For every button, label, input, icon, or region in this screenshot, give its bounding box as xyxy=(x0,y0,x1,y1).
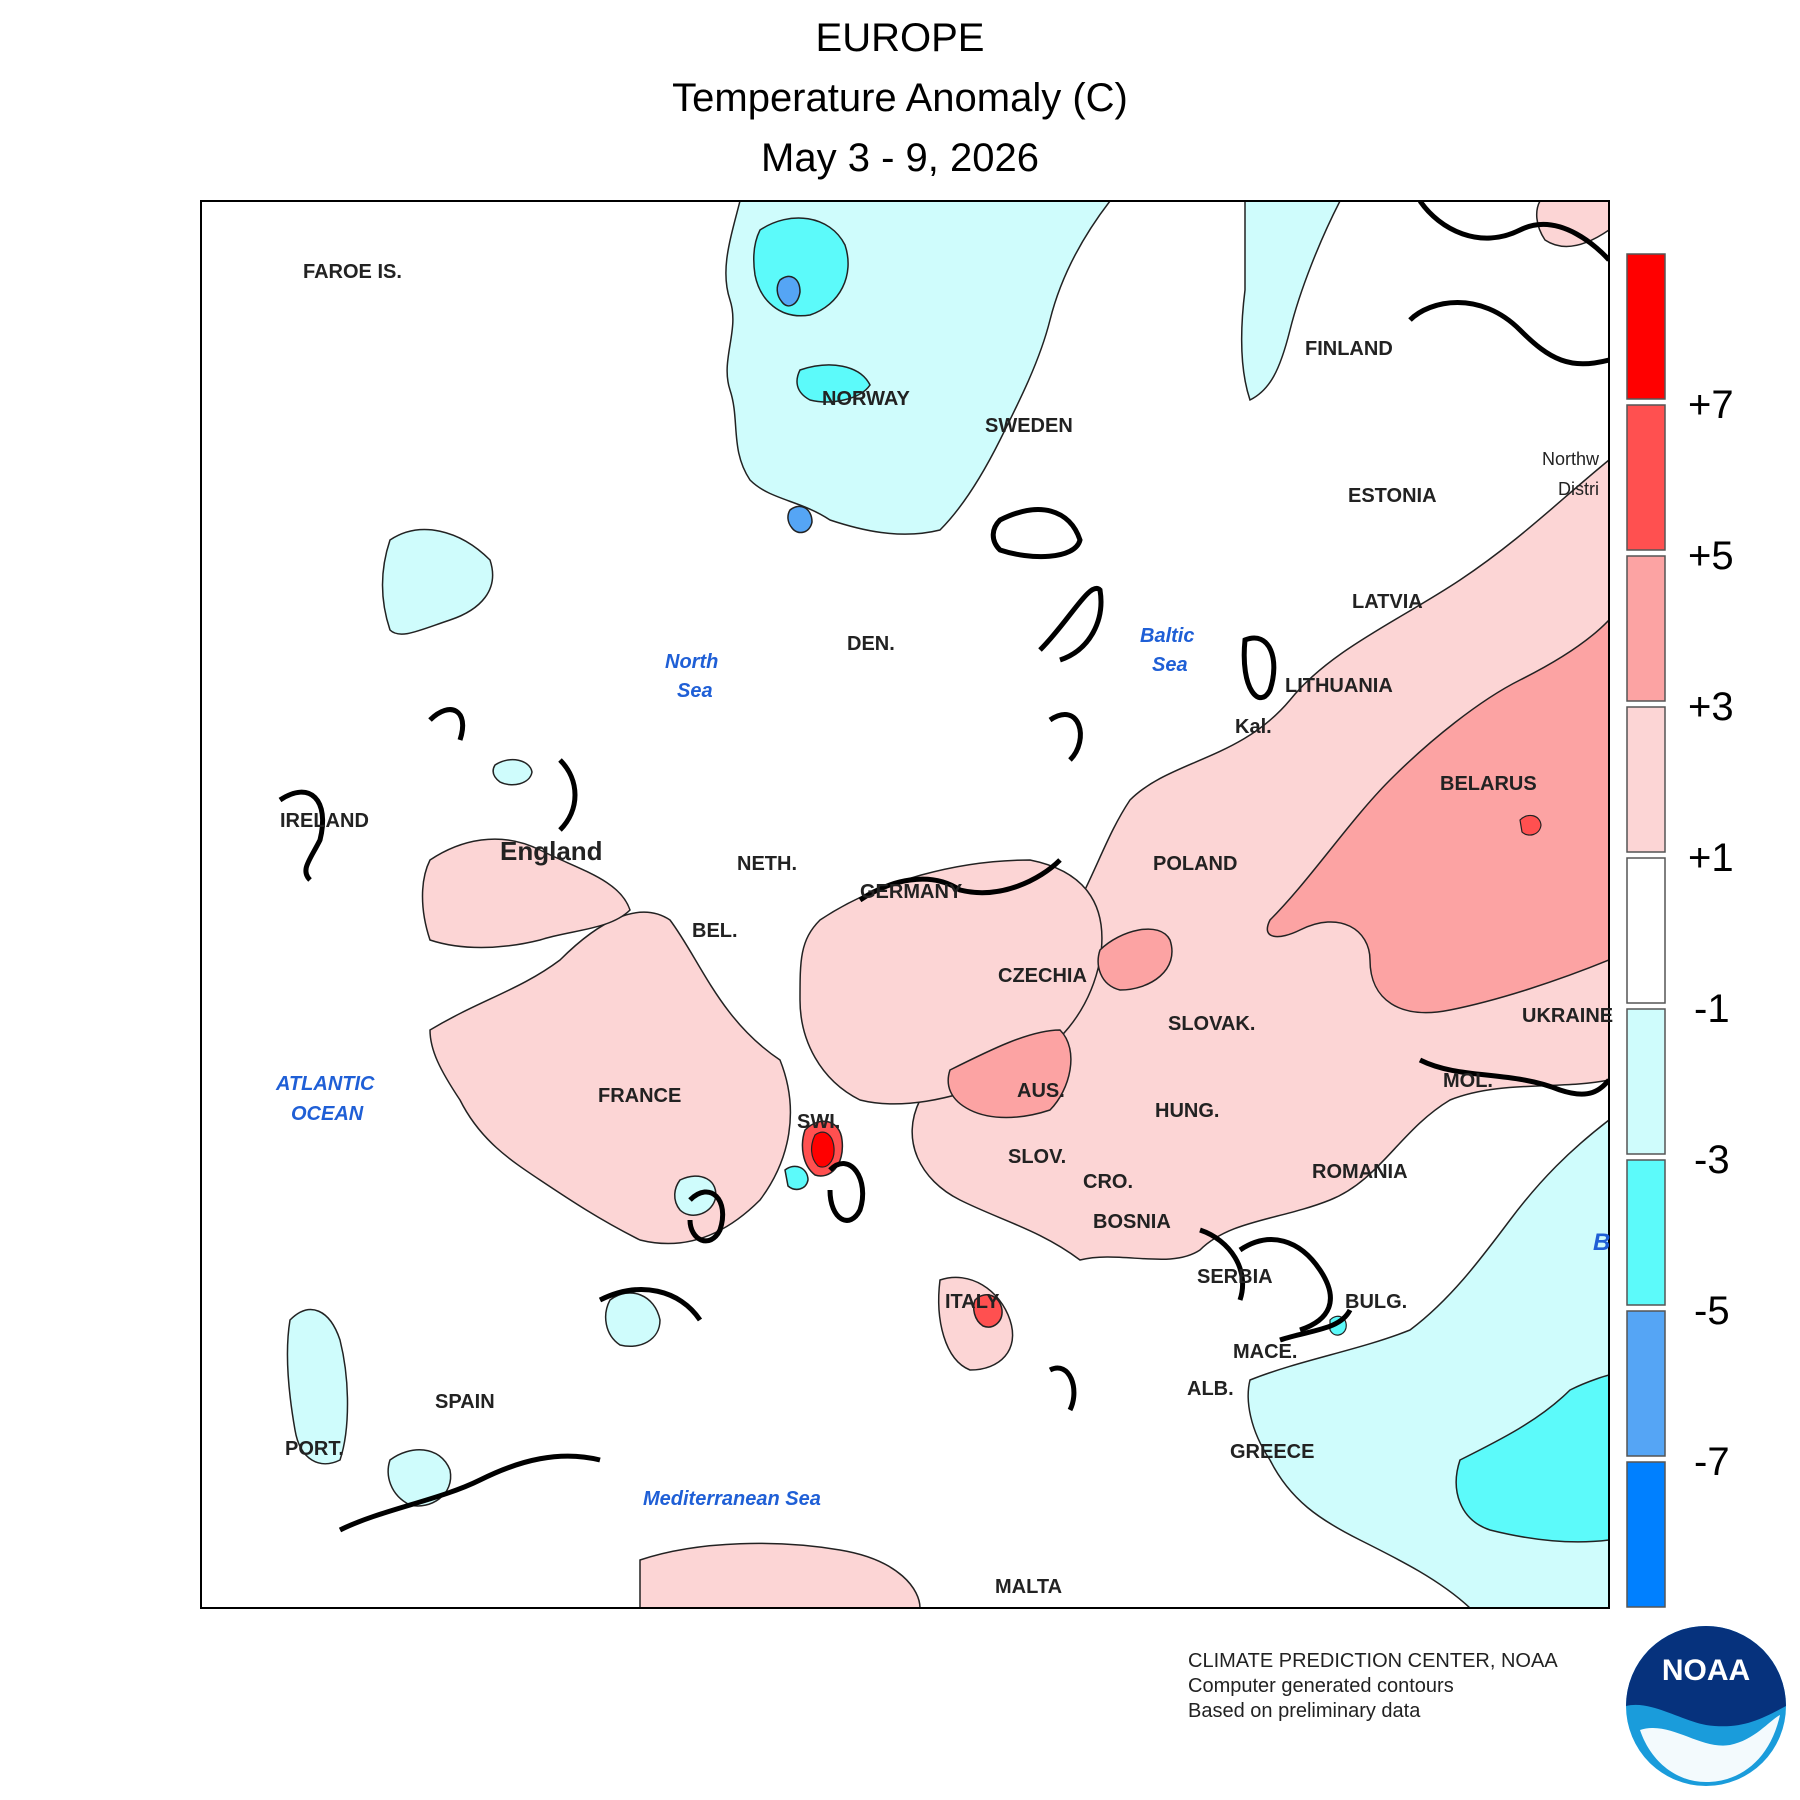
label-belarus: BELARUS xyxy=(1440,773,1537,795)
legend-color-bar xyxy=(1626,253,1666,1608)
label-poland: POLAND xyxy=(1153,853,1237,875)
label-northwest-district: Northw xyxy=(1542,449,1600,469)
legend-swatch-3-5 xyxy=(1626,555,1666,702)
label-bulgaria: BULG. xyxy=(1345,1291,1407,1313)
map-region-title: EUROPE xyxy=(815,16,985,60)
label-spain: SPAIN xyxy=(435,1391,495,1413)
legend-swatch-m5-m7 xyxy=(1626,1310,1666,1457)
label-north-sea-1: North xyxy=(665,651,718,673)
label-lithuania: LITHUANIA xyxy=(1285,675,1393,697)
credit-data-note: Based on preliminary data xyxy=(1188,1700,1421,1722)
label-france: FRANCE xyxy=(598,1085,681,1107)
hot-anomaly-italy xyxy=(972,1294,1003,1328)
label-baltic-sea-1: Baltic xyxy=(1140,625,1194,647)
label-hungary: HUNG. xyxy=(1155,1100,1219,1122)
warm-anomaly-alps xyxy=(947,1029,1072,1119)
warm-anomaly-northeast xyxy=(1535,201,1609,248)
label-latvia: LATVIA xyxy=(1352,591,1423,613)
cold-anomaly-england xyxy=(492,758,533,786)
legend-tick-minus3: -3 xyxy=(1694,1138,1730,1182)
map-frame xyxy=(200,200,1610,1609)
label-croatia: CRO. xyxy=(1083,1171,1133,1193)
legend-swatch-m1-m3 xyxy=(1626,1008,1666,1155)
legend-tick-plus3: +3 xyxy=(1688,685,1734,729)
warm-anomaly-britain xyxy=(421,838,631,949)
label-mediterranean-sea: Mediterranean Sea xyxy=(643,1488,821,1510)
credit-method: Computer generated contours xyxy=(1188,1675,1454,1697)
label-romania: ROMANIA xyxy=(1312,1161,1408,1183)
map-field xyxy=(201,201,1609,1608)
hot-anomaly-switzerland-core xyxy=(811,1131,835,1168)
label-kaliningrad: Kal. xyxy=(1235,716,1272,738)
label-ireland: IRELAND xyxy=(280,810,369,832)
legend-swatch-1-3 xyxy=(1626,706,1666,853)
label-baltic-sea-2: Sea xyxy=(1152,654,1188,676)
legend-tick-plus1: +1 xyxy=(1688,836,1734,880)
label-slovakia: SLOVAK. xyxy=(1168,1013,1255,1035)
cold-anomaly-norway-strong xyxy=(776,275,801,307)
label-sweden: SWEDEN xyxy=(985,415,1073,437)
label-finland: FINLAND xyxy=(1305,338,1393,360)
label-norway: NORWAY xyxy=(822,388,910,410)
label-district: Distri xyxy=(1558,479,1599,499)
legend-tick-plus5: +5 xyxy=(1688,534,1734,578)
label-malta: MALTA xyxy=(995,1576,1062,1598)
zero-anomaly-contours xyxy=(278,201,1609,1533)
legend-tick-minus5: -5 xyxy=(1694,1289,1730,1333)
legend-swatch-gt7 xyxy=(1626,253,1666,400)
label-macedonia: MACE. xyxy=(1233,1341,1297,1363)
label-netherlands: NETH. xyxy=(737,853,797,875)
label-denmark: DEN. xyxy=(847,633,895,655)
label-estonia: ESTONIA xyxy=(1348,485,1437,507)
cold-anomaly-norway-strong-2 xyxy=(787,505,813,534)
warm-anomaly-poland xyxy=(1097,928,1173,991)
credit-source: CLIMATE PREDICTION CENTER, NOAA xyxy=(1188,1650,1558,1672)
label-portugal: PORT. xyxy=(285,1438,344,1460)
legend-tick-minus1: -1 xyxy=(1694,987,1730,1031)
label-italy: ITALY xyxy=(945,1291,1000,1313)
label-greece: GREECE xyxy=(1230,1441,1314,1463)
map-period-title: May 3 - 9, 2026 xyxy=(761,136,1039,180)
warm-anomaly-moderate xyxy=(1266,618,1609,1014)
noaa-logo: NOAA xyxy=(1626,1626,1786,1786)
legend-swatch-neutral xyxy=(1626,857,1666,1004)
cold-anomaly-scotland xyxy=(381,528,494,635)
legend-tick-minus7: -7 xyxy=(1694,1440,1730,1484)
map-variable-title: Temperature Anomaly (C) xyxy=(672,76,1128,120)
label-albania: ALB. xyxy=(1187,1378,1234,1400)
warm-anomaly-south xyxy=(639,1542,921,1608)
legend-swatch-m3-m5 xyxy=(1626,1159,1666,1306)
cold-anomaly-northern-italy xyxy=(784,1165,809,1191)
label-atlantic-ocean-1: ATLANTIC xyxy=(275,1073,375,1095)
label-north-sea-2: Sea xyxy=(677,680,713,702)
cold-anomaly-black-sea xyxy=(1455,1374,1609,1543)
legend-tick-plus7: +7 xyxy=(1688,383,1734,427)
label-austria: AUS. xyxy=(1017,1080,1065,1102)
cold-anomaly-norway-moderate-2 xyxy=(796,364,871,403)
legend-swatch-lt-m7 xyxy=(1626,1461,1666,1608)
label-bosnia: BOSNIA xyxy=(1093,1211,1171,1233)
hot-anomaly-belarus xyxy=(1519,814,1542,836)
label-slovenia: SLOV. xyxy=(1008,1146,1066,1168)
label-moldova: MOL. xyxy=(1443,1070,1493,1092)
label-faroe-is: FAROE IS. xyxy=(303,261,402,283)
cold-anomaly-pyrenees xyxy=(604,1292,661,1347)
legend-swatch-5-7 xyxy=(1626,404,1666,551)
label-serbia: SERBIA xyxy=(1197,1266,1273,1288)
label-ukraine: UKRAINE xyxy=(1522,1005,1613,1027)
label-england: England xyxy=(500,836,603,866)
label-belgium: BEL. xyxy=(692,920,738,942)
cold-anomaly-finland xyxy=(1241,201,1341,402)
label-black-sea-partial: B xyxy=(1593,1229,1610,1256)
label-atlantic-ocean-2: OCEAN xyxy=(291,1103,364,1125)
label-czechia: CZECHIA xyxy=(998,965,1087,987)
noaa-logo-text: NOAA xyxy=(1662,1654,1750,1687)
cold-anomaly-portugal xyxy=(286,1309,349,1465)
label-switzerland: SWI. xyxy=(797,1111,840,1133)
warm-anomaly-france xyxy=(429,911,792,1245)
label-germany: GERMANY xyxy=(860,881,963,903)
